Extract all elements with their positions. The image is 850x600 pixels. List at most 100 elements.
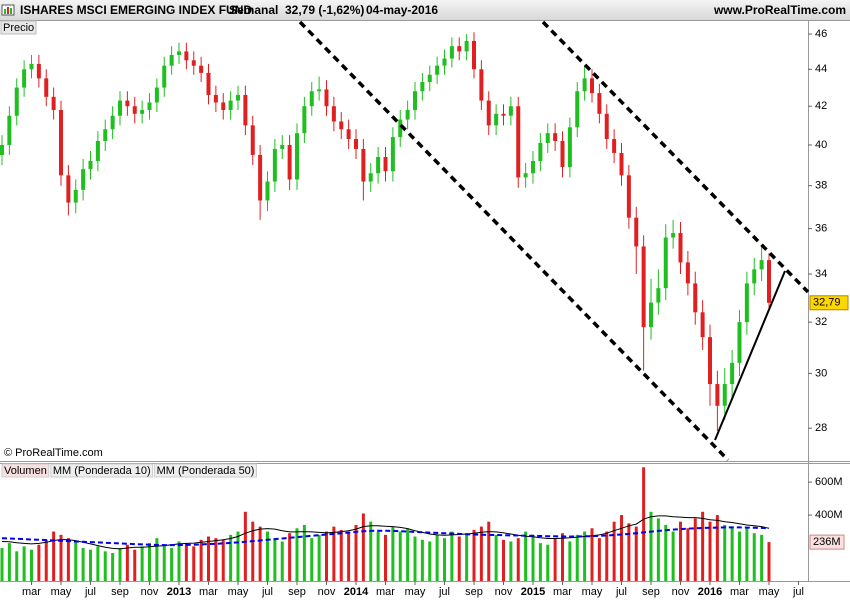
candle-body bbox=[693, 283, 698, 313]
volume-bar bbox=[679, 521, 682, 581]
candle-body bbox=[685, 262, 690, 284]
volume-bar bbox=[450, 531, 454, 581]
candle-body bbox=[486, 100, 491, 126]
volume-bar bbox=[266, 531, 269, 581]
candle-body bbox=[626, 175, 631, 218]
volume-bar bbox=[760, 534, 764, 581]
candle-body bbox=[737, 322, 742, 363]
candle-body bbox=[722, 384, 727, 406]
volume-bar bbox=[561, 533, 564, 581]
volume-panel: 400M 600M 236M Volumen MM (Ponderada 10) MM (… bbox=[0, 463, 845, 581]
candle-body bbox=[265, 181, 270, 201]
header-icon-bar bbox=[7, 7, 9, 14]
y-tick-label: 46 bbox=[815, 28, 827, 40]
y-tick-label: 28 bbox=[815, 422, 827, 434]
volume-bar bbox=[59, 534, 63, 581]
x-tick-label: nov bbox=[318, 586, 336, 598]
volume-bar bbox=[745, 528, 749, 581]
candle-body bbox=[457, 46, 462, 52]
candle-body bbox=[302, 106, 307, 134]
volume-bar bbox=[339, 529, 343, 581]
volume-bar bbox=[538, 543, 542, 581]
candle-body bbox=[44, 78, 49, 97]
volume-bar bbox=[15, 551, 19, 581]
copyright: © ProRealTime.com bbox=[4, 447, 103, 459]
volume-bar bbox=[384, 534, 387, 581]
volume-bar bbox=[332, 526, 336, 581]
candle-body bbox=[154, 87, 159, 103]
volume-bar bbox=[44, 539, 48, 581]
current-volume-box bbox=[809, 534, 845, 550]
legend-entry: Volumen bbox=[4, 465, 47, 477]
candle-body bbox=[582, 78, 587, 92]
x-tick-label: 2014 bbox=[344, 586, 369, 598]
candle-body bbox=[95, 141, 100, 162]
candle-body bbox=[354, 139, 358, 149]
volume-bar bbox=[214, 538, 218, 581]
volume-bar bbox=[317, 534, 321, 581]
candle-body bbox=[715, 384, 720, 406]
volume-bar bbox=[671, 531, 675, 581]
volume-bar bbox=[133, 549, 137, 581]
candle-body bbox=[376, 156, 381, 174]
candle-body bbox=[309, 91, 314, 107]
candle-body bbox=[730, 362, 735, 385]
candle-body bbox=[472, 40, 476, 70]
header-bar bbox=[0, 0, 850, 20]
candle-body bbox=[51, 96, 56, 111]
candle-body bbox=[449, 46, 454, 59]
volume-bar bbox=[89, 549, 92, 581]
x-tick-label: mar bbox=[730, 586, 749, 598]
x-tick-label: may bbox=[405, 586, 426, 598]
volume-bar bbox=[66, 538, 70, 581]
candle-body bbox=[81, 169, 86, 190]
volume-bar bbox=[295, 528, 299, 581]
candle-body bbox=[590, 78, 594, 94]
volume-bar bbox=[524, 531, 528, 581]
candle-body bbox=[619, 152, 624, 176]
volume-bar bbox=[81, 548, 85, 581]
y-tick-label: 400M bbox=[815, 509, 843, 521]
candle-body bbox=[390, 137, 395, 172]
volume-bar bbox=[280, 541, 284, 581]
volume-bar bbox=[376, 531, 380, 581]
volume-bar bbox=[752, 533, 756, 581]
candle-body bbox=[228, 100, 233, 111]
candle-body bbox=[0, 144, 4, 155]
x-tick-label: 2015 bbox=[521, 586, 545, 598]
y-tick-label: 44 bbox=[815, 63, 827, 75]
y-tick-label: 30 bbox=[815, 367, 827, 379]
volume-bar bbox=[170, 548, 174, 581]
candle-body bbox=[752, 269, 757, 284]
candle-body bbox=[678, 233, 683, 263]
y-tick-label: 600M bbox=[815, 476, 843, 488]
candle-body bbox=[516, 106, 521, 178]
candle-body bbox=[162, 65, 167, 88]
candle-body bbox=[634, 217, 639, 247]
x-tick-label: sep bbox=[111, 586, 129, 598]
candle-body bbox=[494, 113, 499, 126]
legend-box bbox=[50, 463, 154, 478]
candle-body bbox=[7, 115, 12, 145]
candle-body bbox=[663, 237, 668, 289]
volume-bar bbox=[162, 544, 166, 581]
candle-body bbox=[538, 142, 543, 162]
volume-bar bbox=[546, 544, 550, 581]
volume-bar bbox=[428, 541, 432, 581]
volume-bar bbox=[177, 541, 181, 581]
candle-body bbox=[427, 74, 432, 83]
candle-body bbox=[250, 125, 255, 155]
x-tick-label: sep bbox=[288, 586, 306, 598]
volume-bar bbox=[479, 526, 483, 581]
volume-bar bbox=[730, 526, 734, 581]
volume-bar bbox=[605, 531, 609, 581]
volume-bar bbox=[553, 538, 557, 581]
candle-body bbox=[361, 148, 366, 182]
candle-body bbox=[744, 283, 749, 323]
volume-bar bbox=[118, 548, 122, 581]
candle-body bbox=[464, 40, 469, 52]
volume-bar bbox=[288, 533, 292, 581]
x-tick-label: may bbox=[759, 586, 780, 598]
x-tick-label: 2013 bbox=[167, 586, 191, 598]
